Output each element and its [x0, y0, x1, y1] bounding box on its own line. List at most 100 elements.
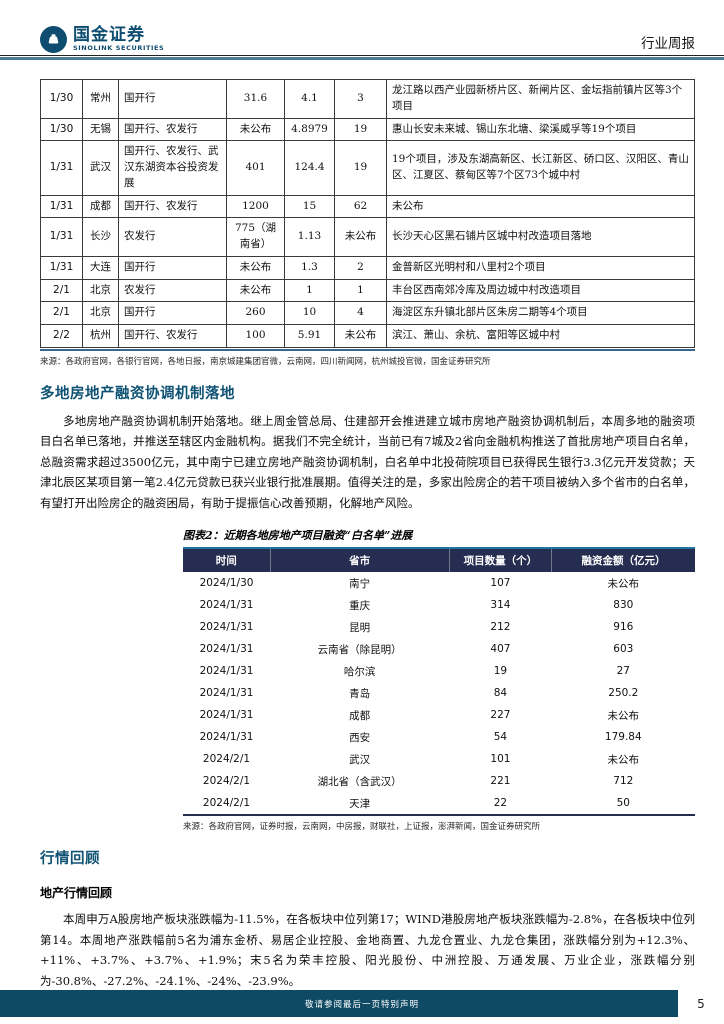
cell-project-count: 212 [490, 621, 511, 634]
cell-description: 惠山长安未来城、锡山东北塘、梁溪威孚等19个项目 [386, 117, 695, 142]
cell-date: 1/31 [40, 217, 83, 257]
cell-amount-1: 401 [226, 140, 285, 196]
cell-amount-2: 10 [284, 301, 335, 325]
table-row: 2/2 杭州 国开行、农发行 100 5.91 未公布 滨江、萧山、余杭、富阳等… [40, 324, 695, 348]
table-row: 1/30 无锡 国开行、农发行 未公布 4.8979 19 惠山长安未来城、锡山… [40, 117, 695, 142]
table-row: 2024/2/1 武汉 101 未公布 [183, 748, 695, 770]
cell-project-count: 227 [490, 709, 511, 722]
header-row: 时间 省市 项目数量（个） 融资金额（亿元） [183, 549, 695, 573]
section-title-market-review: 行情回顾 [40, 851, 100, 868]
cell-city: 杭州 [82, 324, 119, 348]
table-row: 2024/1/31 青岛 84 250.2 [183, 682, 695, 704]
cell-amount-2: 124.4 [284, 140, 335, 196]
cell-city: 武汉 [82, 140, 119, 196]
cell-amount: 179.84 [604, 731, 642, 744]
cell-date: 2024/1/31 [199, 599, 254, 612]
cell-amount: 916 [613, 621, 634, 634]
cell-description: 龙江路以西产业园新桥片区、新闸片区、金坛指前镇片区等3个项目 [386, 79, 695, 119]
table-source-note: 来源：各政府官网，各银行官网，各地日报，南京城建集团官微，云南网，四川新闻网，杭… [40, 356, 491, 367]
cell-date: 2024/1/31 [199, 665, 254, 678]
cell-city: 北京 [82, 278, 119, 303]
cell-date: 2024/1/31 [199, 643, 254, 656]
cell-region: 哈尔滨 [343, 665, 376, 678]
cell-city: 无锡 [82, 117, 119, 142]
figure-2-source-note: 来源：各政府官网，证券时报，云南网，中房报，财联社，上证报，澎湃新闻，国金证券研… [183, 822, 541, 833]
cell-project-count: 19 [334, 117, 387, 142]
cell-amount: 250.2 [608, 687, 639, 700]
cell-bank: 农发行 [118, 278, 227, 303]
cell-date: 2024/2/1 [202, 753, 251, 766]
cell-amount-1: 未公布 [226, 255, 285, 280]
cell-date: 1/30 [40, 117, 83, 142]
cell-amount-1: 260 [226, 301, 285, 325]
header-rule-thick [0, 57, 724, 60]
report-type-label: 行业周报 [641, 36, 695, 52]
whitelist-table-rows: 2024/1/30 南宁 107 未公布 2024/1/31 重庆 314 83… [183, 572, 695, 815]
sinolink-logo-icon [40, 26, 67, 53]
cell-date: 2024/2/1 [202, 775, 251, 788]
cell-region: 南宁 [349, 577, 371, 590]
cell-project-count: 84 [493, 687, 508, 700]
header-rule-thin [0, 55, 724, 56]
table-row: 2024/2/1 湖北省（含武汉） 221 712 [183, 770, 695, 792]
cell-date: 2/1 [40, 278, 83, 303]
cell-date: 2/1 [40, 301, 83, 325]
cell-amount-1: 100 [226, 324, 285, 348]
cell-amount: 未公布 [607, 753, 640, 766]
cell-amount: 603 [613, 643, 634, 656]
cell-bank: 农发行 [118, 217, 227, 257]
table-row: 2024/1/31 重庆 314 830 [183, 594, 695, 616]
page-number: 5 [678, 990, 724, 1017]
cell-bank: 国开行 [118, 301, 227, 325]
cell-amount-2: 5.91 [284, 324, 335, 348]
cell-date: 2024/1/31 [199, 709, 254, 722]
col-header-time: 时间 [183, 549, 271, 573]
section-paragraph-financing: 多地房地产融资协调机制开始落地。继上周金管总局、住建部开会推进建立城市房地产融资… [40, 413, 695, 510]
cell-date: 2/2 [40, 324, 83, 348]
cell-region: 云南省（除昆明） [317, 643, 402, 656]
cell-project-count: 101 [490, 753, 511, 766]
cell-description: 长沙天心区黑石铺片区城中村改造项目落地 [386, 217, 695, 257]
cell-date: 2024/1/31 [199, 687, 254, 700]
cell-amount-2: 4.8979 [284, 117, 335, 142]
page-header: 国金证券 SINOLINK SECURITIES 行业周报 [0, 0, 724, 53]
report-body: 1/30 常州 国开行 31.6 4.1 3 龙江路以西产业园新桥片区、新闸片区… [0, 79, 724, 991]
cell-amount-1: 未公布 [226, 117, 285, 142]
cell-amount: 未公布 [607, 577, 640, 590]
cell-project-count: 3 [334, 79, 387, 119]
cell-region: 天津 [349, 797, 371, 810]
cell-description: 金普新区光明村和八里村2个项目 [386, 255, 695, 280]
cell-bank: 国开行 [118, 79, 227, 119]
cell-amount: 712 [613, 775, 634, 788]
cell-project-count: 19 [334, 140, 387, 196]
cell-region: 昆明 [349, 621, 371, 634]
cell-date: 1/31 [40, 140, 83, 196]
cell-amount-2: 1.3 [284, 255, 335, 280]
cell-project-count: 407 [490, 643, 511, 656]
cell-project-count: 1 [334, 278, 387, 303]
cell-region: 青岛 [349, 687, 371, 700]
financing-projects-rows: 1/30 常州 国开行 31.6 4.1 3 龙江路以西产业园新桥片区、新闸片区… [40, 79, 695, 348]
cell-date: 2024/1/31 [199, 731, 254, 744]
cell-project-count: 2 [334, 255, 387, 280]
table-row: 2/1 北京 农发行 未公布 1 1 丰台区西南郊冷库及周边城中村改造项目 [40, 278, 695, 303]
cell-date: 2024/1/31 [199, 621, 254, 634]
section-title-financing: 多地房地产融资协调机制落地 [40, 385, 235, 402]
page-footer: 敬请参阅最后一页特别声明 5 [0, 990, 724, 1017]
cell-date: 2024/2/1 [202, 797, 251, 810]
table-row: 1/31 成都 国开行、农发行 1200 15 62 未公布 [40, 194, 695, 219]
cell-description: 滨江、萧山、余杭、富阳等区城中村 [386, 324, 695, 348]
col-header-financing-amount: 融资金额（亿元） [551, 549, 695, 573]
cell-amount-2: 1 [284, 278, 335, 303]
table-row: 2024/1/31 西安 54 179.84 [183, 726, 695, 748]
cell-amount: 27 [616, 665, 630, 678]
cell-project-count: 107 [490, 577, 511, 590]
cell-bank: 国开行、农发行 [118, 324, 227, 348]
cell-amount-2: 1.13 [284, 217, 335, 257]
table-row: 2024/1/31 成都 227 未公布 [183, 704, 695, 726]
cell-bank: 国开行、农发行 [118, 194, 227, 219]
cell-amount-2: 4.1 [284, 79, 335, 119]
cell-bank: 国开行、农发行、武汉东湖资本谷投资发展 [118, 140, 227, 196]
cell-amount-1: 1200 [226, 194, 285, 219]
